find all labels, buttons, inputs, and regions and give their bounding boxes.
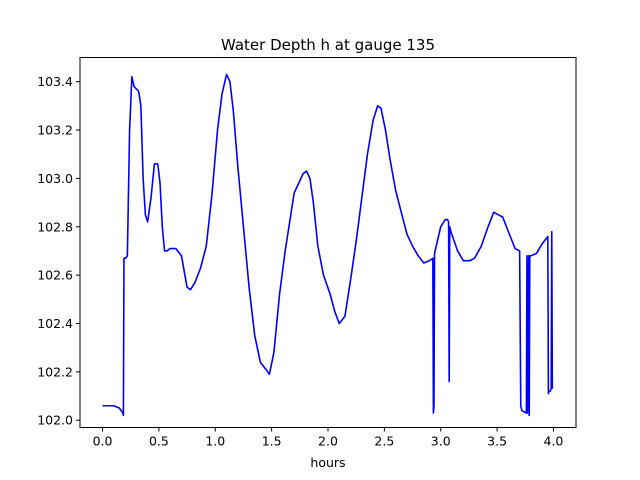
- x-tick-label: 0.5: [149, 434, 169, 449]
- y-tick-label: 102.4: [37, 316, 73, 331]
- y-tick-label: 103.0: [37, 171, 73, 186]
- y-tick-label: 102.6: [37, 268, 73, 283]
- x-tick-label: 1.5: [262, 434, 282, 449]
- y-tick-label: 102.2: [37, 364, 73, 379]
- chart-title: Water Depth h at gauge 135: [221, 36, 435, 54]
- plot-area: [102, 73, 554, 417]
- x-tick-label: 2.5: [374, 434, 394, 449]
- y-tick-label: 103.2: [37, 123, 73, 138]
- series-line: [102, 73, 554, 417]
- x-axis-label: hours: [310, 455, 345, 470]
- y-axis: 102.0 102.2 102.4 102.6 102.8 103.0 103.2 103.4: [37, 74, 80, 428]
- x-axis: 0.0 0.5 1.0 1.5 2.0 2.5 3.0 3.5 4.0: [93, 427, 564, 449]
- x-tick-label: 3.0: [431, 434, 451, 449]
- x-tick-label: 0.0: [93, 434, 113, 449]
- x-tick-label: 1.0: [205, 434, 225, 449]
- axes-frame: [79, 57, 577, 428]
- y-tick-label: 103.4: [37, 74, 73, 89]
- y-tick-label: 102.8: [37, 219, 73, 234]
- x-tick-label: 4.0: [544, 434, 564, 449]
- x-tick-label: 2.0: [318, 434, 338, 449]
- y-tick-label: 102.0: [37, 413, 73, 428]
- x-tick-label: 3.5: [487, 434, 507, 449]
